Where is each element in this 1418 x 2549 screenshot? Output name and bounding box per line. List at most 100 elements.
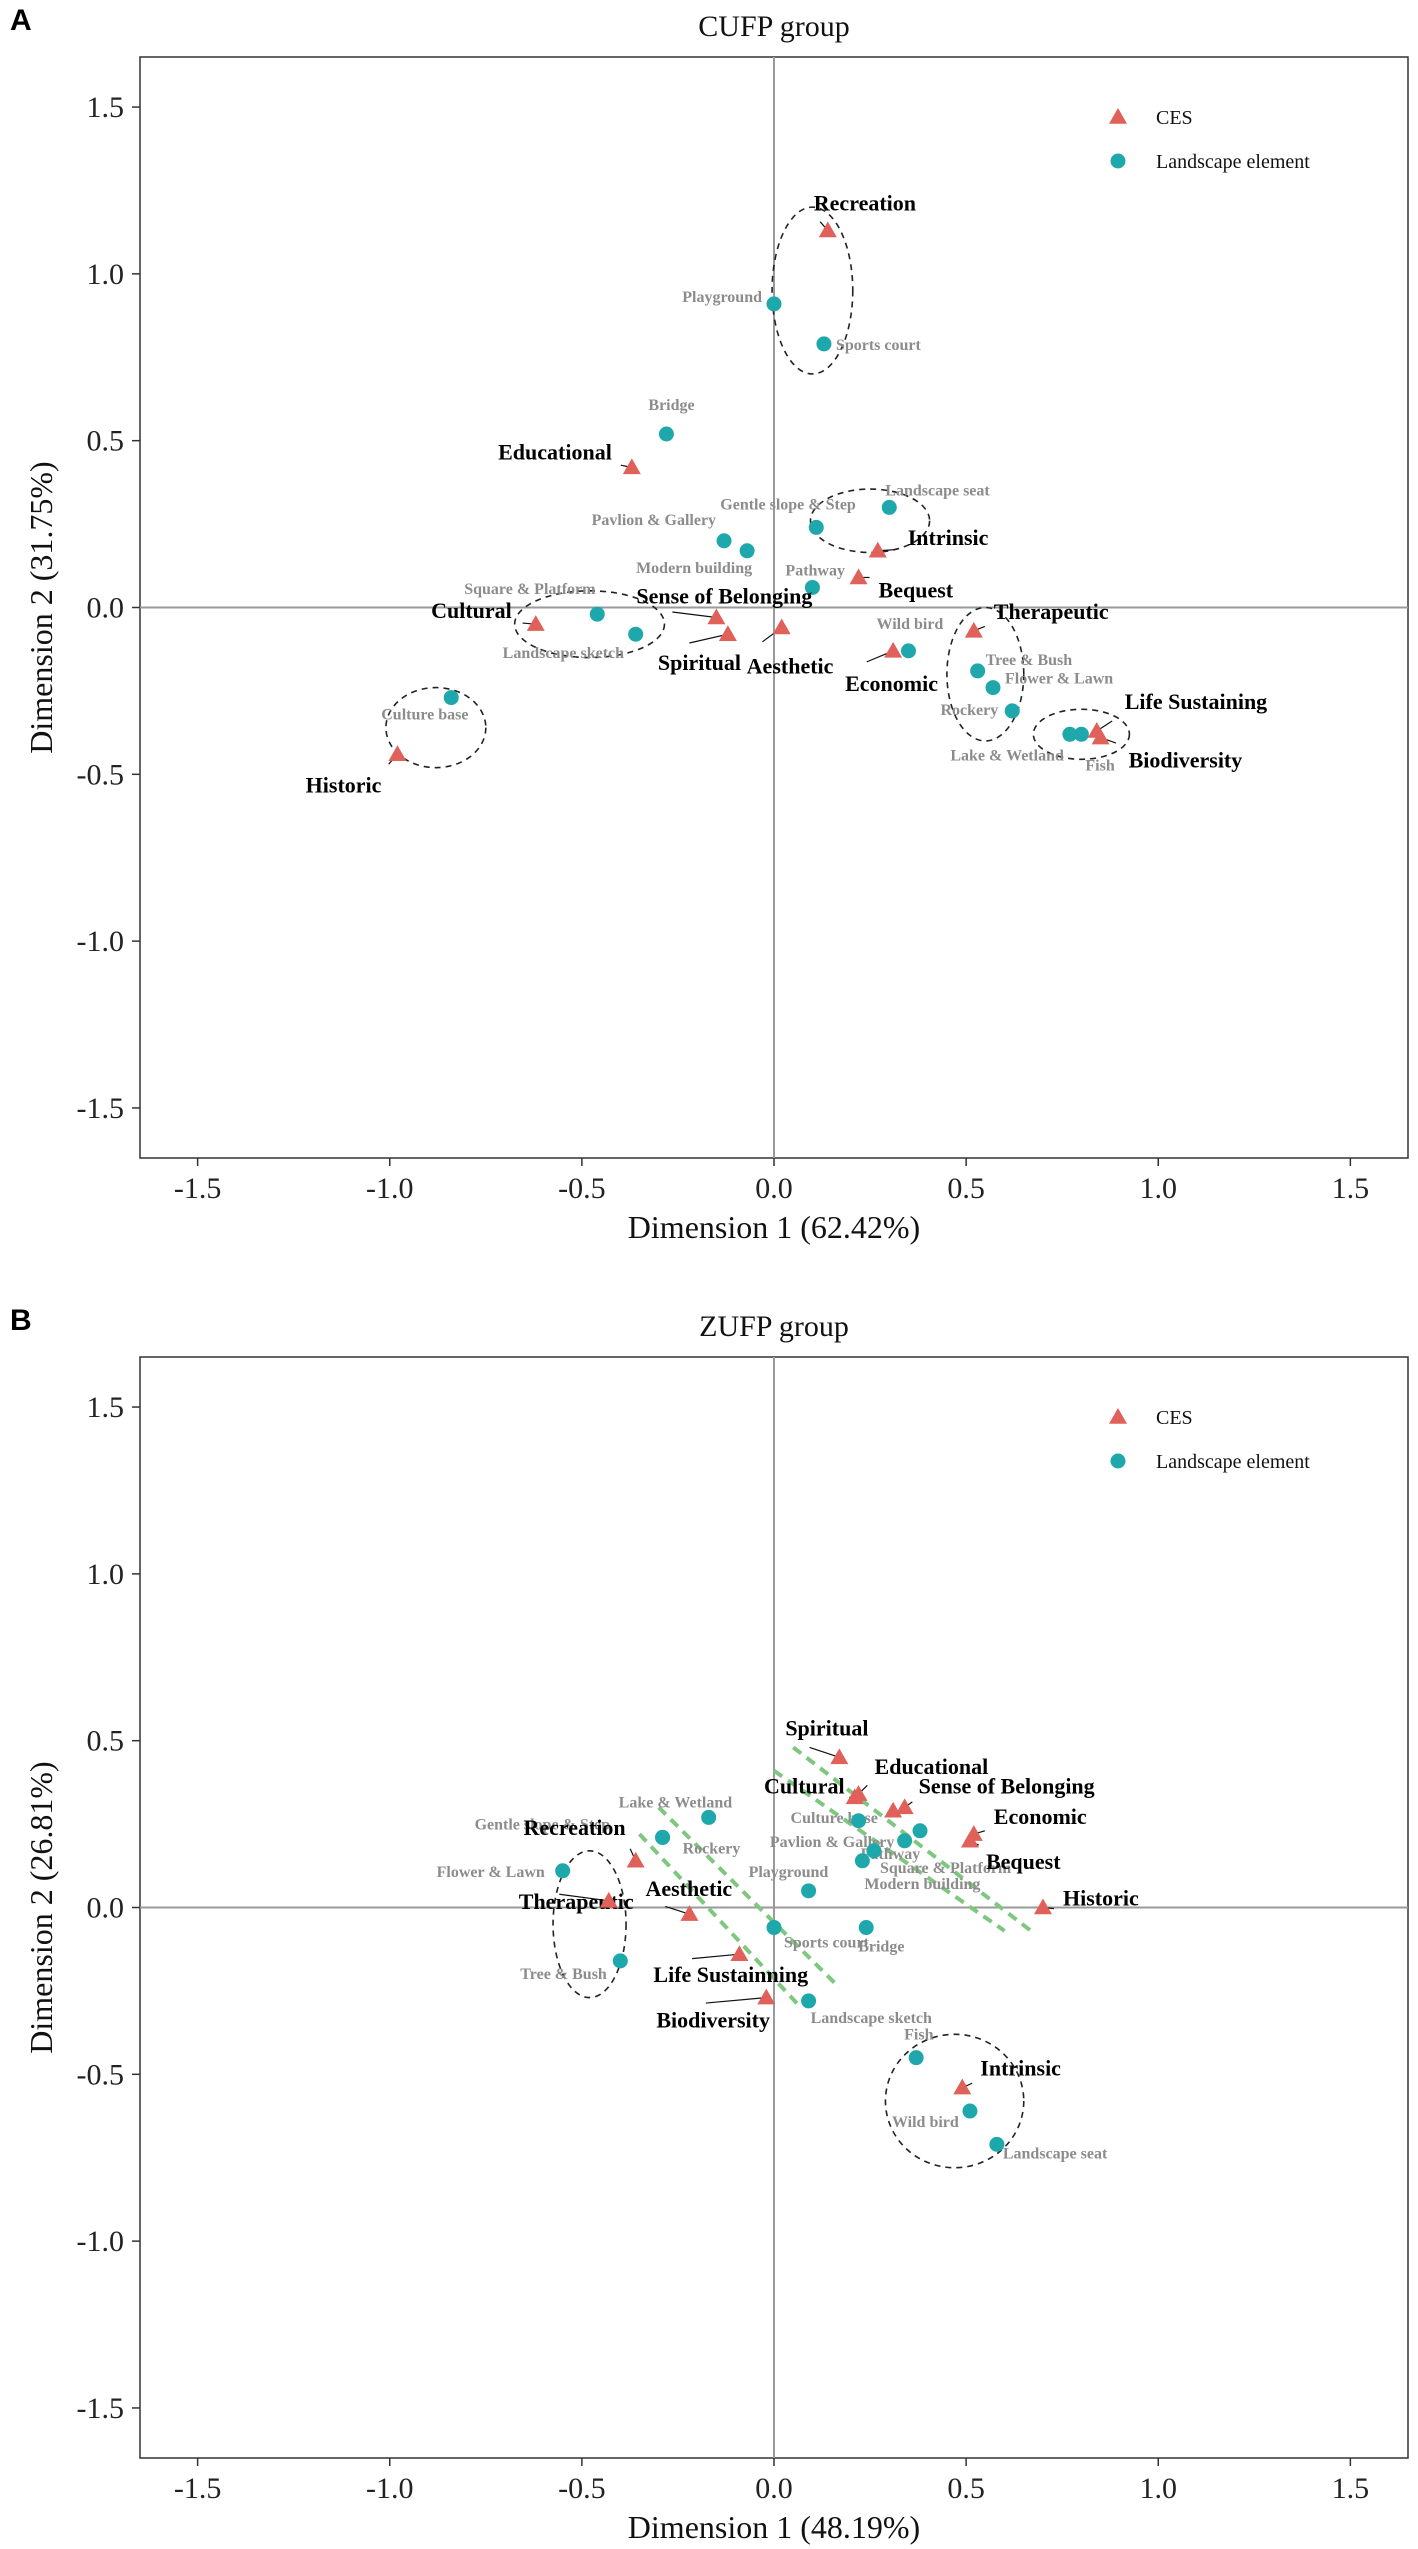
landscape-label-wild-bird: Wild bird bbox=[876, 616, 943, 633]
ces-label-recreation: Recreation bbox=[523, 1815, 625, 1840]
ces-label-economic: Economic bbox=[845, 671, 938, 696]
landscape-point-rockery bbox=[1004, 703, 1020, 719]
ces-label-cultural: Cultural bbox=[764, 1773, 845, 1798]
landscape-point-wild-bird bbox=[962, 2103, 978, 2119]
landscape-point-pathway bbox=[804, 579, 820, 595]
y-tick-label: -0.5 bbox=[77, 2058, 125, 2091]
cluster-ellipse bbox=[513, 590, 666, 659]
ces-point-recreation bbox=[818, 221, 837, 238]
ces-label-aesthetic: Aesthetic bbox=[645, 1876, 732, 1901]
x-tick-label: 1.0 bbox=[1139, 1172, 1177, 1205]
landscape-label-tree-bush: Tree & Bush bbox=[520, 1966, 607, 1983]
x-tick-label: 0.5 bbox=[947, 2472, 985, 2505]
landscape-label-landscape-sketch: Landscape sketch bbox=[503, 645, 624, 662]
landscape-label-bridge: Bridge bbox=[648, 397, 694, 414]
legend-landscape-label: Landscape element bbox=[1156, 151, 1310, 173]
y-tick-label: 0.0 bbox=[87, 592, 125, 625]
legend-landscape-label: Landscape element bbox=[1156, 1451, 1310, 1473]
ces-point-intrinsic bbox=[868, 541, 887, 558]
legend-landscape-symbol bbox=[1110, 153, 1126, 169]
landscape-point-landscape-sketch bbox=[801, 1993, 817, 2009]
ces-label-life-sustaining: Life Sustaining bbox=[1125, 689, 1267, 714]
ces-label-intrinsic: Intrinsic bbox=[908, 525, 989, 550]
landscape-label-culture-base: Culture base bbox=[381, 707, 468, 724]
x-tick-label: -1.5 bbox=[174, 1172, 222, 1205]
landscape-point-playground bbox=[801, 1883, 817, 1899]
x-tick-label: 0.0 bbox=[755, 1172, 793, 1205]
x-tick-label: 1.5 bbox=[1332, 2472, 1370, 2505]
ces-point-aesthetic bbox=[772, 618, 791, 635]
panel-a: A CUFP group -1.5 -1.0 -0.5 0.0 0.5 1.0 1.5 1.5 1.… bbox=[10, 4, 1409, 1245]
legend-ces-label: CES bbox=[1156, 1407, 1193, 1429]
ces-label-cultural: Cultural bbox=[431, 598, 512, 623]
ces-point-spiritual bbox=[830, 1748, 849, 1765]
landscape-point-rockery bbox=[655, 1829, 671, 1845]
ces-label-intrinsic: Intrinsic bbox=[980, 2056, 1061, 2081]
landscape-point-culture-base bbox=[443, 690, 459, 706]
group-divider-line bbox=[638, 1832, 803, 2009]
landscape-point-lake-wetland bbox=[701, 1809, 717, 1825]
ces-label-therapeutic: Therapeutic bbox=[519, 1889, 634, 1914]
landscape-label-bridge: Bridge bbox=[858, 1939, 904, 1956]
landscape-point-bridge bbox=[658, 426, 674, 442]
landscape-label-flower-lawn: Flower & Lawn bbox=[1005, 671, 1113, 688]
ces-label-life-sustainning: Life Sustainning bbox=[653, 1962, 808, 1987]
legend-ces-label: CES bbox=[1156, 107, 1193, 129]
ces-label-educational: Educational bbox=[498, 439, 612, 464]
cluster-ellipse bbox=[884, 2033, 1025, 2169]
ces-point-recreation bbox=[626, 1851, 645, 1868]
chart-title: ZUFP group bbox=[699, 1310, 849, 1343]
panel-letter-b: B bbox=[10, 1304, 32, 1337]
ces-point-sense-of-belonging bbox=[895, 1798, 914, 1815]
landscape-label-tree-bush: Tree & Bush bbox=[986, 652, 1073, 669]
ces-label-historic: Historic bbox=[1063, 1886, 1139, 1911]
ces-point-cultural bbox=[526, 615, 545, 631]
x-tick-label: -0.5 bbox=[558, 1172, 606, 1205]
chart-title: CUFP group bbox=[698, 10, 849, 43]
ces-point-bequest bbox=[960, 1831, 979, 1848]
y-tick-label: -1.0 bbox=[77, 925, 125, 958]
landscape-point-sports-court bbox=[816, 336, 832, 352]
landscape-label-fish: Fish bbox=[1085, 757, 1114, 774]
ces-leader-line bbox=[672, 611, 717, 619]
landscape-point-sports-court bbox=[766, 1920, 782, 1936]
group-divider-line bbox=[657, 1805, 841, 1989]
ces-label-spiritual: Spiritual bbox=[785, 1715, 868, 1740]
y-tick-label: -1.5 bbox=[77, 2392, 125, 2425]
x-tick-label: -1.0 bbox=[366, 1172, 414, 1205]
landscape-label-landscape-sketch: Landscape sketch bbox=[811, 2010, 932, 2027]
landscape-label-gentle-slope-step: Gentle slope & Step bbox=[475, 1816, 611, 1833]
x-tick-label: -1.0 bbox=[366, 2472, 414, 2505]
cluster-ellipse bbox=[385, 686, 487, 769]
ces-label-historic: Historic bbox=[306, 772, 382, 797]
ces-point-economic bbox=[884, 641, 903, 658]
ces-label-biodiversity: Biodiversity bbox=[656, 2008, 770, 2033]
cluster-ellipse bbox=[946, 606, 1025, 742]
y-tick-label: -1.5 bbox=[77, 1092, 125, 1125]
landscape-point-modern-building bbox=[854, 1853, 870, 1869]
landscape-point-fish bbox=[908, 2050, 924, 2066]
x-tick-label: 0.5 bbox=[947, 1172, 985, 1205]
ces-point-historic bbox=[1033, 1898, 1052, 1915]
ces-leader-line bbox=[705, 1996, 767, 2004]
landscape-label-playground: Playground bbox=[682, 289, 762, 306]
y-tick-label: -0.5 bbox=[77, 758, 125, 791]
landscape-point-playground bbox=[766, 296, 782, 312]
ces-point-cultural bbox=[845, 1788, 864, 1805]
ces-point-therapeutic bbox=[599, 1891, 618, 1908]
landscape-label-landscape-seat: Landscape seat bbox=[1003, 2145, 1108, 2162]
landscape-point-gentle-slope-step bbox=[808, 519, 824, 535]
ces-label-biodiversity: Biodiversity bbox=[1129, 748, 1243, 773]
landscape-label-square-platform: Square & Platform bbox=[464, 581, 596, 598]
x-tick-label: -1.5 bbox=[174, 2472, 222, 2505]
ces-point-spiritual bbox=[718, 625, 737, 641]
x-axis-label: Dimension 1 (62.42%) bbox=[628, 1209, 920, 1245]
ces-leader-line bbox=[689, 633, 729, 644]
cluster-ellipse bbox=[1032, 708, 1131, 761]
landscape-label-rockery: Rockery bbox=[683, 1840, 741, 1857]
ces-label-recreation: Recreation bbox=[814, 190, 916, 215]
cluster-ellipse bbox=[771, 206, 854, 375]
landscape-point-flower-lawn bbox=[985, 680, 1001, 696]
ces-label-bequest: Bequest bbox=[986, 1849, 1061, 1874]
